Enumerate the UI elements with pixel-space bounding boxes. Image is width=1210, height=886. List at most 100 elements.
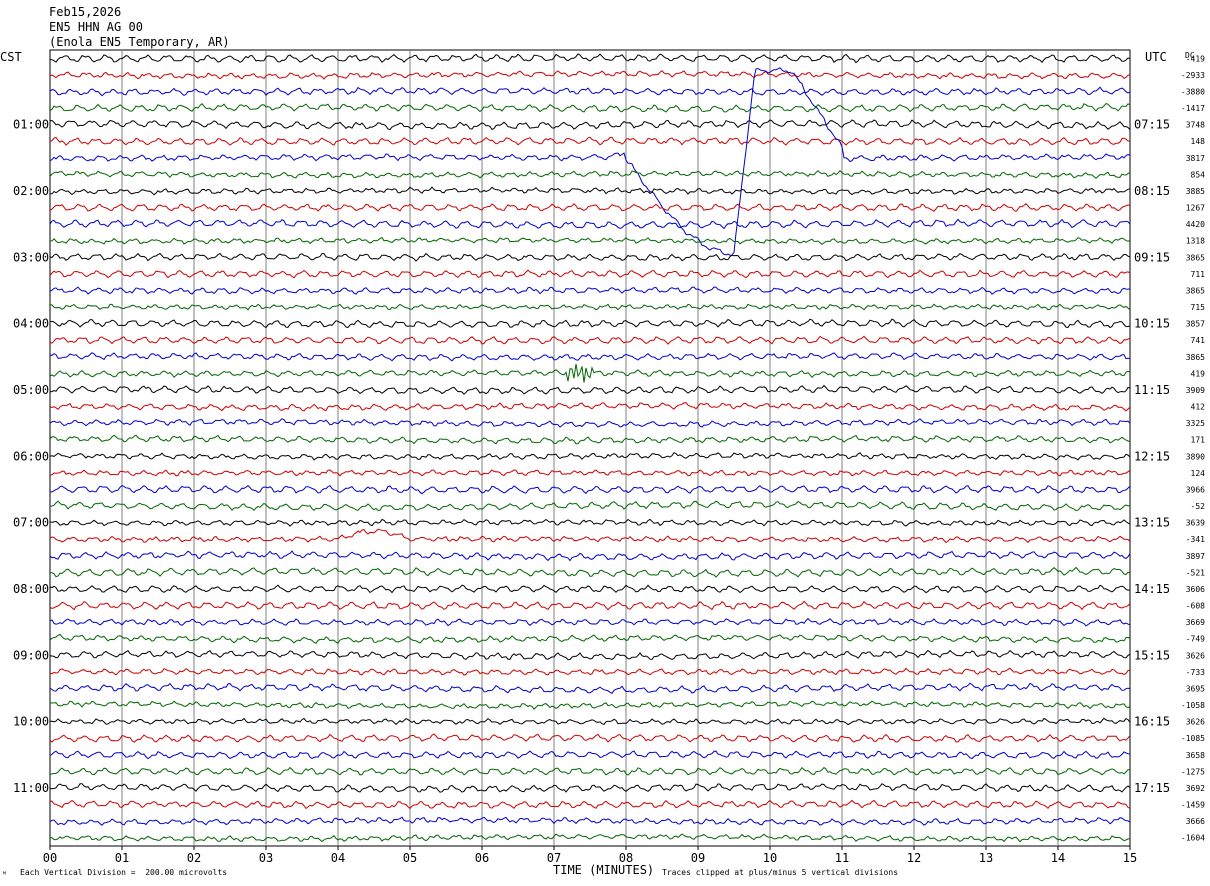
dc-offset-label: 3626: [1186, 718, 1205, 727]
x-tick-label: 14: [1051, 851, 1065, 865]
seismic-trace: [49, 218, 1131, 230]
cst-hour-label: 03:00: [13, 250, 49, 264]
dc-offset-label: 419: [1191, 369, 1206, 378]
dc-offset-label: 1267: [1186, 204, 1205, 213]
dc-offset-label: 3817: [1186, 154, 1205, 163]
seismic-trace: [49, 363, 1131, 383]
dc-offset-label: -749: [1186, 635, 1205, 644]
dc-offset-label: -608: [1186, 602, 1205, 611]
seismic-trace: [49, 633, 1131, 644]
dc-offset-label: 3692: [1186, 784, 1205, 793]
x-tick-label: 01: [115, 851, 129, 865]
plot-date: Feb15,2026: [49, 5, 122, 19]
seismic-trace: [49, 469, 1131, 477]
dc-offset-label: -1417: [1181, 104, 1205, 113]
dc-offset-label: 3890: [1186, 452, 1205, 461]
seismic-trace: [49, 550, 1131, 562]
cst-hour-label: 06:00: [13, 449, 49, 463]
utc-hour-label: 17:15: [1134, 781, 1170, 795]
x-tick-label: 13: [979, 851, 993, 865]
seismic-trace: [49, 186, 1131, 196]
dc-offset-label: 3658: [1186, 751, 1205, 760]
x-tick-label: 15: [1123, 851, 1137, 865]
right-timezone-label: UTC: [1145, 50, 1167, 64]
clip-note: Traces clipped at plus/minus 5 vertical …: [662, 868, 899, 877]
dc-offset-label: 3857: [1186, 320, 1205, 329]
dc-offset-label: 854: [1191, 170, 1206, 179]
seismic-trace: [49, 600, 1131, 611]
utc-hour-label: 10:15: [1134, 317, 1170, 331]
dc-offset-label: 3897: [1186, 552, 1205, 561]
dc-offset-label: -419: [1186, 54, 1205, 63]
dc-offset-label: 412: [1191, 403, 1206, 412]
seismic-trace: [49, 53, 1131, 64]
x-tick-label: 02: [187, 851, 201, 865]
seismic-trace: [49, 352, 1131, 362]
seismic-trace: [49, 269, 1131, 279]
cst-hour-label: 04:00: [13, 317, 49, 331]
dc-offset-label: 3666: [1186, 817, 1205, 826]
seismic-trace: [49, 682, 1131, 694]
cst-hour-label: 01:00: [13, 118, 49, 132]
dc-offset-label: 3606: [1186, 585, 1205, 594]
cst-hour-label: 11:00: [13, 781, 49, 795]
seismic-trace: [49, 833, 1130, 843]
seismic-trace: [49, 119, 1131, 131]
seismic-trace: [49, 667, 1131, 676]
seismic-trace: [49, 252, 1131, 262]
x-tick-label: 05: [403, 851, 417, 865]
dc-column-label: DC: [1185, 51, 1195, 60]
seismic-trace: [49, 70, 1131, 80]
utc-hour-label: 13:15: [1134, 516, 1170, 530]
dc-offset-label: 3695: [1186, 684, 1205, 693]
x-tick-label: 03: [259, 851, 273, 865]
x-tick-label: 06: [475, 851, 489, 865]
seismic-trace: [49, 766, 1131, 776]
seismic-trace: [49, 500, 1131, 512]
seismic-trace: [49, 783, 1131, 793]
dc-offset-label: 3865: [1186, 286, 1205, 295]
seismic-trace: [49, 136, 1131, 146]
dc-offset-label: -1085: [1181, 734, 1205, 743]
seismic-trace: [49, 434, 1131, 445]
dc-offset-label: 124: [1191, 469, 1206, 478]
x-tick-label: 08: [619, 851, 633, 865]
dc-offset-label: 1318: [1186, 237, 1205, 246]
seismic-trace: [49, 335, 1131, 345]
dc-offset-label: 148: [1191, 137, 1206, 146]
dc-offset-label: -1604: [1181, 834, 1205, 843]
seismic-trace: [49, 700, 1131, 710]
utc-hour-label: 09:15: [1134, 250, 1170, 264]
corner-mark: ᴹ: [2, 870, 7, 879]
dc-offset-label: 3669: [1186, 618, 1205, 627]
dc-offset-label: -1459: [1181, 801, 1205, 810]
x-tick-label: 04: [331, 851, 345, 865]
cst-hour-label: 07:00: [13, 516, 49, 530]
dc-offset-label: 3325: [1186, 419, 1205, 428]
dc-offset-label: -1275: [1181, 767, 1205, 776]
seismic-trace: [49, 484, 1131, 495]
cst-hour-label: 02:00: [13, 184, 49, 198]
x-tick-label: 07: [547, 851, 561, 865]
dc-offset-label: -52: [1191, 502, 1206, 511]
seismic-trace: [49, 717, 1131, 726]
cst-hour-label: 09:00: [13, 648, 49, 662]
seismic-trace: [49, 384, 1131, 395]
x-tick-label: 09: [691, 851, 705, 865]
seismic-trace: [49, 518, 1131, 527]
left-timezone-label: CST: [0, 50, 22, 64]
x-tick-label: 11: [835, 851, 849, 865]
dc-offset-label: 3626: [1186, 651, 1205, 660]
seismic-trace: [49, 286, 1131, 295]
dc-offset-label: 3865: [1186, 253, 1205, 262]
dc-offset-label: -341: [1186, 535, 1205, 544]
utc-hour-label: 12:15: [1134, 449, 1170, 463]
dc-offset-label: 4420: [1186, 220, 1205, 229]
scale-note: Each Vertical Division = 200.00 microvol…: [20, 868, 228, 877]
seismic-trace: [49, 750, 1131, 760]
seismic-trace: [49, 816, 1131, 826]
seismic-trace: [49, 799, 1131, 810]
dc-offset-label: 3966: [1186, 485, 1205, 494]
utc-hour-label: 11:15: [1134, 383, 1170, 397]
